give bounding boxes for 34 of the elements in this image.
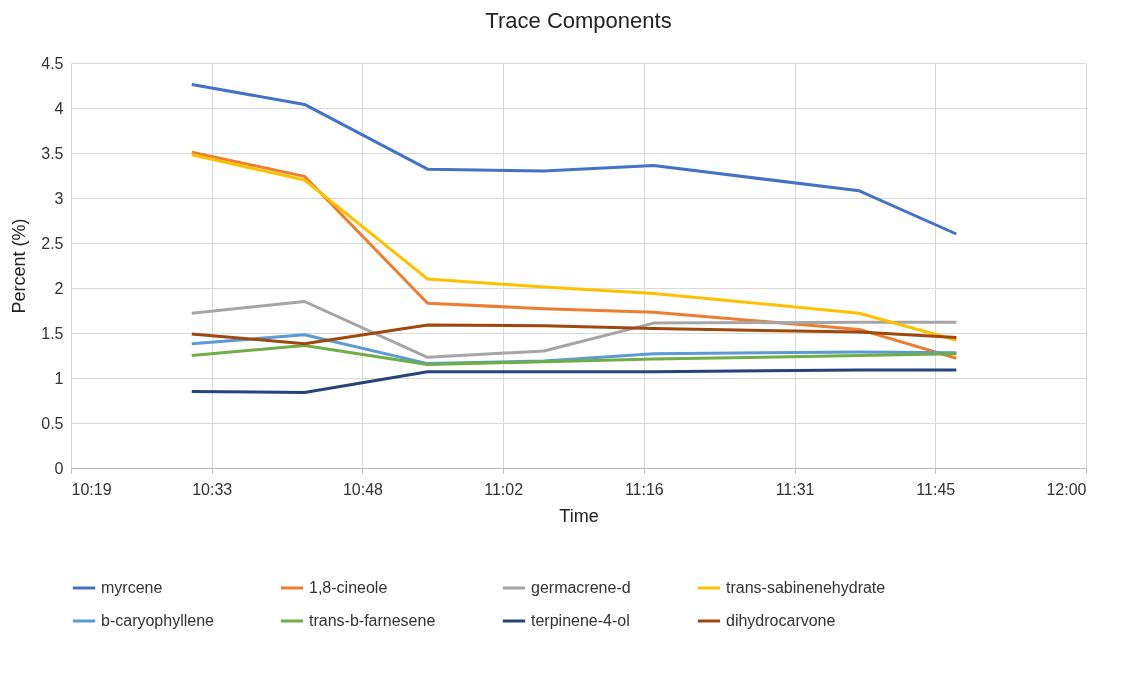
y-axis-title: Percent (%) bbox=[9, 218, 30, 314]
y-tick-label: 0 bbox=[54, 459, 64, 477]
x-tick-label: 11:02 bbox=[484, 480, 524, 498]
y-tick-label: 1.5 bbox=[41, 324, 64, 342]
legend-label: terpinene-4-ol bbox=[531, 612, 630, 629]
legend-label: trans-b-farnesene bbox=[309, 612, 436, 629]
y-tick-label: 0.5 bbox=[41, 414, 64, 432]
x-tick-label: 10:48 bbox=[342, 480, 384, 498]
y-tick-label: 4 bbox=[54, 99, 64, 117]
y-tick-label: 3 bbox=[54, 189, 64, 207]
legend-label: b-caryophyllene bbox=[101, 612, 215, 629]
x-tick-label: 10:19 bbox=[71, 480, 112, 498]
y-tick-label: 3.5 bbox=[41, 144, 64, 162]
line-series bbox=[190, 300, 958, 359]
line-series bbox=[190, 344, 958, 366]
legend-label: dihydrocarvone bbox=[726, 612, 836, 629]
legend-label: germacrene-d bbox=[531, 579, 631, 596]
x-tick-label: 11:16 bbox=[624, 480, 664, 498]
y-tick-label: 4.5 bbox=[41, 54, 64, 72]
line-series bbox=[190, 368, 958, 394]
x-tick-label: 12:00 bbox=[1046, 480, 1087, 498]
line-series bbox=[190, 323, 958, 346]
line-series bbox=[190, 83, 958, 236]
legend-label: 1,8-cineole bbox=[309, 579, 388, 596]
y-tick-label: 1 bbox=[54, 369, 64, 387]
legend-label: trans-sabinenehydrate bbox=[726, 579, 886, 596]
legend-label: myrcene bbox=[101, 579, 163, 596]
chart-title: Trace Components bbox=[485, 8, 672, 33]
y-tick-label: 2 bbox=[54, 279, 64, 297]
y-tick-label: 2.5 bbox=[41, 234, 64, 252]
x-tick-label: 11:31 bbox=[775, 480, 815, 498]
x-tick-label: 10:33 bbox=[192, 480, 233, 498]
x-axis-title: Time bbox=[559, 505, 599, 526]
x-tick-label: 11:45 bbox=[916, 480, 956, 498]
